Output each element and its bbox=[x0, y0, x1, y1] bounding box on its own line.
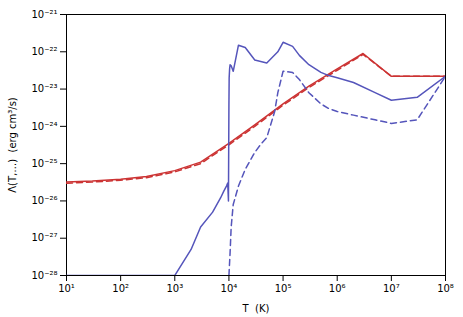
svg-text:10¹: 10¹ bbox=[58, 283, 75, 294]
svg-text:10⁻²⁷: 10⁻²⁷ bbox=[31, 232, 57, 243]
svg-text:10⁵: 10⁵ bbox=[275, 283, 292, 294]
svg-text:10⁷: 10⁷ bbox=[383, 283, 400, 294]
svg-text:T (K): T (K) bbox=[242, 303, 270, 314]
svg-text:10⁻²⁵: 10⁻²⁵ bbox=[31, 158, 57, 169]
svg-text:10⁻²⁶: 10⁻²⁶ bbox=[31, 195, 57, 206]
svg-text:10⁴: 10⁴ bbox=[221, 283, 238, 294]
svg-text:10⁻²⁴: 10⁻²⁴ bbox=[31, 121, 57, 132]
svg-text:10³: 10³ bbox=[166, 283, 183, 294]
svg-text:10⁶: 10⁶ bbox=[329, 283, 346, 294]
svg-text:10⁻²²: 10⁻²² bbox=[31, 46, 57, 57]
svg-text:10²: 10² bbox=[112, 283, 129, 294]
svg-text:10⁻²¹: 10⁻²¹ bbox=[31, 9, 57, 20]
svg-text:10⁻²³: 10⁻²³ bbox=[31, 83, 57, 94]
svg-text:Λ(T,…) (erg cm³/s): Λ(T,…) (erg cm³/s) bbox=[7, 97, 18, 193]
svg-text:10⁻²⁸: 10⁻²⁸ bbox=[31, 270, 57, 281]
svg-text:10⁸: 10⁸ bbox=[437, 283, 454, 294]
